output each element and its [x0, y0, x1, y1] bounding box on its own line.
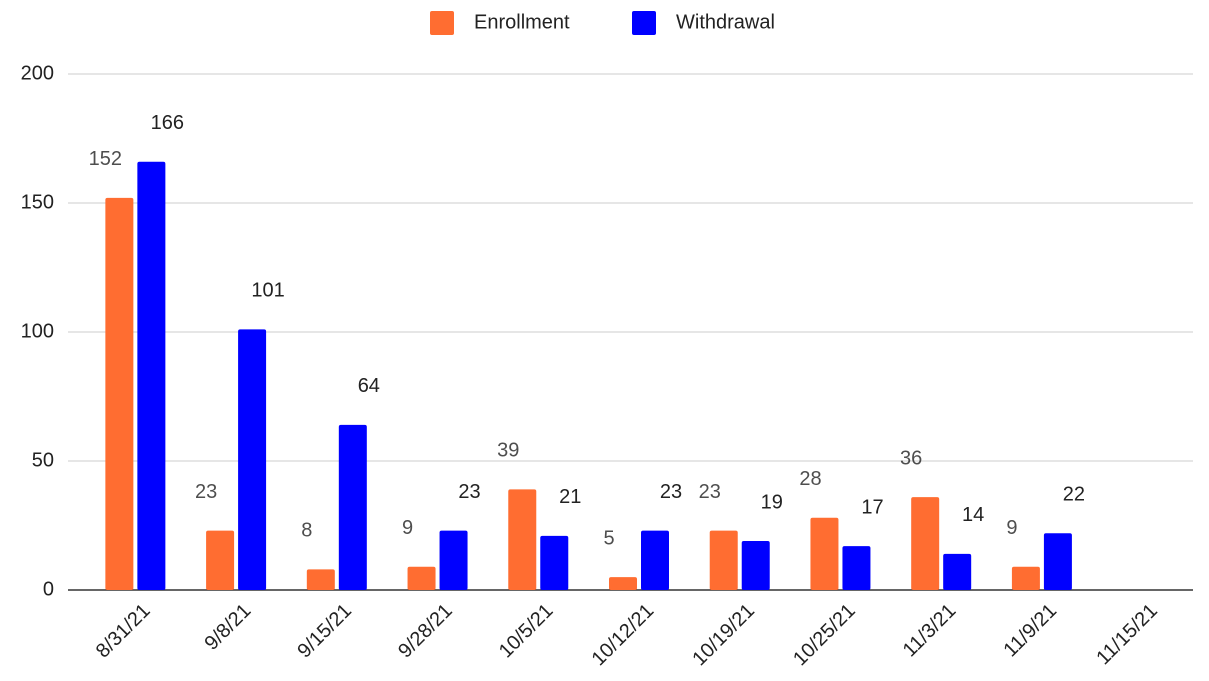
value-label: 23	[195, 481, 217, 503]
bar	[540, 535, 569, 590]
value-label: 39	[497, 440, 519, 462]
bar	[810, 517, 839, 590]
bar	[206, 530, 235, 590]
legend-label: Withdrawal	[676, 11, 775, 33]
value-label: 14	[962, 504, 984, 526]
x-tick-label: 10/5/21	[495, 600, 558, 663]
legend-label: Enrollment	[474, 11, 570, 33]
value-label: 8	[301, 520, 312, 542]
value-label: 101	[251, 280, 284, 302]
value-label: 23	[660, 481, 682, 503]
bar	[943, 553, 972, 590]
y-tick-label: 200	[21, 62, 54, 84]
legend-swatch	[632, 11, 656, 35]
x-tick-label: 11/15/21	[1092, 600, 1162, 670]
bar	[842, 546, 871, 590]
legend-swatch	[430, 11, 454, 35]
bar	[911, 497, 940, 590]
x-tick-label: 9/15/21	[293, 600, 356, 663]
value-label: 28	[799, 468, 821, 490]
value-label: 21	[559, 486, 581, 508]
value-label: 36	[900, 447, 922, 469]
value-label: 23	[458, 481, 480, 503]
y-tick-label: 100	[21, 320, 54, 342]
value-label: 17	[861, 496, 883, 518]
x-tick-label: 9/8/21	[200, 600, 255, 655]
x-tick-label: 10/12/21	[588, 600, 659, 671]
bar	[641, 530, 669, 590]
value-label: 22	[1063, 484, 1085, 506]
bar	[709, 530, 738, 590]
value-label: 9	[402, 517, 413, 539]
y-tick-label: 0	[43, 578, 54, 600]
value-label: 152	[89, 148, 122, 170]
value-label: 9	[1006, 517, 1017, 539]
value-label: 64	[358, 375, 380, 397]
bar	[609, 577, 637, 590]
value-label: 19	[761, 491, 783, 513]
bar	[338, 424, 367, 590]
bar	[1043, 533, 1072, 590]
value-label: 23	[699, 481, 721, 503]
y-tick-label: 50	[32, 449, 54, 471]
bar	[105, 197, 134, 590]
x-tick-label: 10/25/21	[789, 600, 860, 671]
bar	[508, 489, 537, 590]
bar	[407, 566, 436, 590]
x-tick-label: 8/31/21	[92, 600, 155, 663]
bar	[741, 540, 770, 590]
bar	[1011, 566, 1040, 590]
value-label: 5	[603, 527, 614, 549]
x-tick-label: 11/9/21	[999, 600, 1061, 662]
y-tick-label: 150	[21, 191, 54, 213]
bar	[137, 161, 166, 590]
bar	[238, 329, 267, 590]
value-label: 166	[151, 112, 184, 134]
x-tick-label: 9/28/21	[394, 600, 457, 663]
x-tick-label: 10/19/21	[688, 600, 759, 671]
x-tick-label: 11/3/21	[899, 600, 961, 662]
bar	[306, 569, 335, 590]
bar	[439, 530, 468, 590]
